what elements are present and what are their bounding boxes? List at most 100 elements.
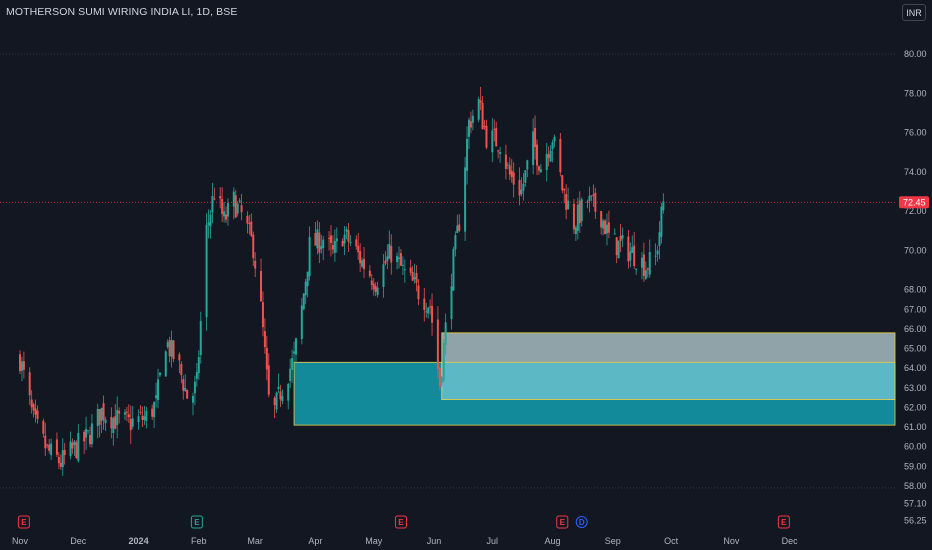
candle — [48, 438, 51, 454]
candle — [225, 206, 228, 223]
candle — [382, 253, 385, 298]
time-tick-label: Nov — [12, 536, 29, 546]
candle — [635, 268, 638, 275]
candle — [522, 173, 525, 201]
candle — [345, 226, 348, 240]
candle — [504, 144, 507, 180]
candle — [537, 165, 540, 175]
earnings-marker[interactable]: E — [556, 515, 569, 529]
earnings-marker[interactable]: E — [394, 515, 407, 529]
candle — [306, 271, 309, 298]
candle — [417, 279, 420, 306]
candle — [44, 422, 47, 456]
candle — [61, 438, 64, 476]
candle — [287, 382, 290, 410]
candle — [34, 399, 37, 423]
price-tick-label: 72.00 — [904, 206, 927, 216]
candle — [442, 339, 445, 383]
earnings-marker[interactable]: E — [190, 515, 203, 529]
earnings-marker[interactable]: E — [777, 515, 790, 529]
candle — [594, 187, 597, 220]
last-price-tag — [899, 196, 929, 209]
time-tick-label: Feb — [191, 536, 207, 546]
candle — [246, 211, 249, 234]
candles-layer — [19, 86, 665, 476]
candle — [28, 367, 31, 405]
candle — [370, 274, 373, 291]
candle — [267, 353, 270, 398]
price-tick-label: 56.25 — [904, 515, 927, 525]
candle — [493, 119, 496, 142]
candle — [526, 159, 529, 178]
candle — [98, 408, 101, 438]
candle — [605, 213, 608, 246]
candle — [450, 273, 453, 330]
candle — [73, 439, 76, 456]
dividend-marker[interactable]: D — [575, 516, 588, 528]
svg-text:E: E — [398, 518, 404, 527]
price-tick-label: 70.00 — [904, 245, 927, 255]
candle — [265, 335, 268, 381]
candle — [184, 374, 187, 392]
price-tick-label: 61.00 — [904, 422, 927, 432]
candle — [602, 218, 605, 236]
candle — [195, 362, 198, 387]
candle — [656, 245, 659, 262]
candle — [263, 318, 266, 354]
candle — [141, 406, 144, 428]
candle — [512, 162, 515, 198]
candle — [213, 187, 216, 201]
candle — [374, 282, 377, 297]
price-tick-label: 65.00 — [904, 344, 927, 354]
candle — [211, 182, 214, 224]
candle — [22, 351, 25, 379]
candle — [547, 146, 550, 167]
candle — [155, 382, 158, 408]
candle — [361, 257, 364, 269]
price-tick-label: 76.00 — [904, 128, 927, 138]
candle — [302, 292, 305, 311]
candle — [658, 221, 661, 260]
candle — [469, 111, 472, 134]
price-tick-label: 64.00 — [904, 363, 927, 373]
time-axis: Nov Dec 2024 Feb Mar Apr May Jun Jul Aug Sep Oct Nov… — [12, 536, 798, 546]
candle — [57, 451, 60, 469]
candle — [399, 248, 402, 267]
reference-lines-layer — [0, 53, 895, 489]
candle — [485, 119, 488, 150]
candle — [578, 191, 581, 234]
candle — [553, 134, 556, 148]
candle — [604, 219, 607, 235]
candle — [440, 376, 443, 387]
time-tick-label: Mar — [247, 536, 263, 546]
earnings-marker[interactable]: E — [17, 515, 30, 529]
candle — [633, 232, 636, 269]
candle — [172, 339, 175, 363]
candle — [646, 267, 649, 278]
symbol-header: MOTHERSON SUMI WIRING INDIA LI, 1D, BSE — [6, 6, 238, 18]
candle — [30, 390, 33, 414]
candle — [164, 350, 167, 377]
candle — [586, 199, 589, 209]
candle — [331, 235, 334, 254]
candle — [248, 214, 251, 235]
candle — [123, 409, 126, 421]
candle — [386, 244, 389, 270]
candle — [563, 188, 566, 204]
candle — [592, 184, 595, 207]
candle — [600, 211, 603, 235]
currency-button[interactable]: INR — [902, 4, 926, 21]
candle — [36, 405, 39, 424]
candle — [223, 201, 226, 223]
time-tick-label: Nov — [723, 536, 740, 546]
candle — [425, 302, 428, 318]
candle — [372, 278, 375, 296]
candle — [328, 231, 331, 251]
candle — [304, 278, 307, 305]
candle — [411, 265, 414, 282]
candle — [50, 438, 53, 460]
candle — [207, 209, 210, 239]
candle — [551, 139, 554, 163]
